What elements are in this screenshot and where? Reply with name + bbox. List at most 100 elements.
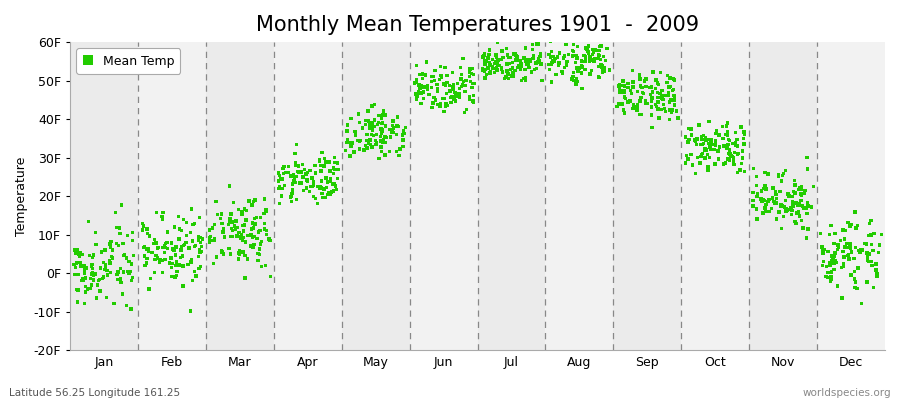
- Point: [721, 142, 735, 148]
- Point: [100, 268, 114, 274]
- Point: [592, 52, 607, 58]
- Point: [418, 84, 433, 90]
- Y-axis label: Temperature: Temperature: [15, 156, 28, 236]
- Point: [559, 62, 573, 69]
- Point: [378, 112, 392, 119]
- Point: [564, 76, 579, 82]
- Point: [701, 167, 716, 173]
- Point: [553, 50, 567, 56]
- Point: [95, 276, 110, 282]
- Point: [656, 102, 670, 108]
- Point: [122, 268, 137, 274]
- Bar: [206, 42, 274, 350]
- Point: [698, 146, 712, 152]
- Point: [724, 153, 738, 159]
- Point: [233, 235, 248, 242]
- Point: [291, 162, 305, 169]
- Point: [544, 62, 559, 68]
- Point: [609, 104, 624, 110]
- Point: [699, 147, 714, 153]
- Point: [722, 151, 736, 158]
- Point: [518, 45, 533, 51]
- Point: [158, 256, 172, 262]
- Point: [257, 196, 272, 202]
- Point: [841, 219, 855, 226]
- Point: [239, 207, 254, 214]
- Point: [847, 276, 861, 282]
- Point: [644, 84, 659, 90]
- Point: [821, 248, 835, 255]
- Point: [320, 192, 335, 198]
- Point: [113, 279, 128, 285]
- Point: [230, 224, 244, 230]
- Point: [690, 154, 705, 160]
- Point: [172, 236, 186, 242]
- Point: [848, 284, 862, 291]
- Point: [828, 249, 842, 256]
- Point: [860, 242, 874, 248]
- Point: [435, 74, 449, 80]
- Point: [98, 247, 112, 253]
- Point: [286, 172, 301, 178]
- Point: [654, 88, 669, 94]
- Point: [824, 253, 839, 259]
- Point: [390, 148, 404, 154]
- Point: [258, 262, 273, 269]
- Point: [588, 55, 602, 62]
- Point: [698, 155, 712, 161]
- Point: [788, 220, 803, 226]
- Point: [625, 90, 639, 97]
- Point: [460, 106, 474, 113]
- Point: [140, 226, 154, 232]
- Point: [278, 169, 293, 176]
- Point: [532, 57, 546, 64]
- Point: [703, 143, 717, 150]
- Point: [98, 264, 112, 270]
- Point: [174, 247, 188, 253]
- Point: [567, 77, 581, 84]
- Point: [758, 182, 772, 188]
- Point: [788, 190, 802, 196]
- Point: [660, 80, 674, 86]
- Point: [392, 123, 406, 130]
- Point: [730, 136, 744, 143]
- Point: [140, 246, 154, 252]
- Point: [96, 274, 111, 280]
- Point: [364, 141, 378, 148]
- Point: [455, 55, 470, 62]
- Point: [160, 245, 175, 252]
- Point: [770, 216, 784, 222]
- Point: [854, 247, 868, 253]
- Point: [574, 64, 589, 70]
- Point: [193, 234, 207, 241]
- Point: [725, 154, 740, 160]
- Point: [547, 58, 562, 64]
- Point: [653, 69, 668, 76]
- Point: [246, 244, 260, 250]
- Point: [364, 120, 379, 126]
- Point: [868, 261, 883, 267]
- Point: [445, 94, 459, 100]
- Point: [637, 78, 652, 84]
- Point: [240, 256, 255, 262]
- Point: [78, 283, 93, 290]
- Point: [529, 41, 544, 47]
- Point: [478, 75, 492, 81]
- Point: [176, 263, 191, 269]
- Point: [616, 107, 631, 113]
- Point: [176, 253, 190, 259]
- Point: [689, 141, 704, 148]
- Point: [796, 203, 810, 209]
- Point: [679, 134, 693, 140]
- Point: [847, 268, 861, 275]
- Point: [805, 204, 819, 210]
- Point: [592, 63, 607, 70]
- Point: [836, 248, 850, 255]
- Point: [226, 200, 240, 206]
- Point: [430, 101, 445, 108]
- Point: [274, 185, 289, 192]
- Point: [758, 204, 772, 211]
- Point: [259, 227, 274, 234]
- Point: [704, 137, 718, 143]
- Point: [176, 216, 191, 223]
